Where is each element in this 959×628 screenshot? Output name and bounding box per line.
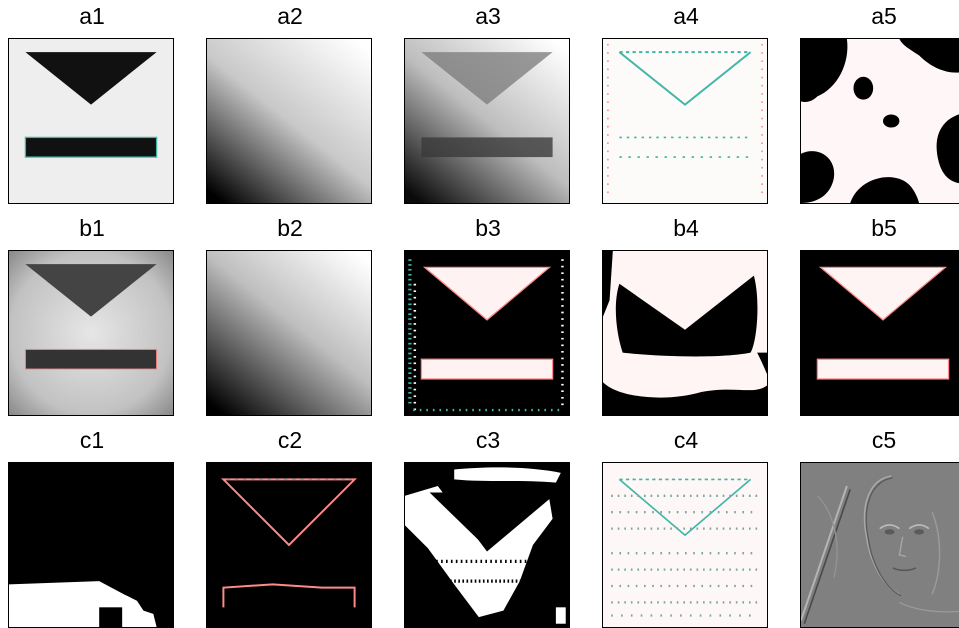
panel-label: c3 [475,427,501,453]
embossed-portrait [801,463,959,627]
panel-image [404,250,570,416]
panel-label: c5 [871,427,897,453]
panel-label: b4 [673,215,699,241]
edge-map-sparse [603,39,767,203]
segmentation-clean [801,251,959,415]
blob-segmentation [801,39,959,203]
panel-image [800,462,959,628]
panel-image [800,250,959,416]
segmentation-noisy-border [405,251,569,415]
estimated-bias-field [207,251,371,415]
panel-label: b2 [277,215,303,241]
panel-image [8,38,174,204]
panel-image [404,462,570,628]
edge-contours [207,463,371,627]
panel-label: c2 [277,427,303,453]
pattern-with-gradient [405,39,569,203]
segmentation-failed [9,463,173,627]
segmentation-blobby [603,251,767,415]
segmentation-speckled [405,463,569,627]
panel-label: b5 [871,215,897,241]
panel-label: c1 [79,427,105,453]
panel-image [602,462,768,628]
panel-label: b3 [475,215,501,241]
edge-map-noisy [603,463,767,627]
panel-image [404,38,570,204]
pattern-noisy-vignette [9,251,173,415]
panel-image [8,250,174,416]
panel-label: a5 [871,3,897,29]
panel-image [206,38,372,204]
panel-image [800,38,959,204]
panel-image [206,462,372,628]
panel-label: a4 [673,3,699,29]
panel-image [206,250,372,416]
illumination-gradient [207,39,371,203]
panel-label: a3 [475,3,501,29]
panel-label: b1 [79,215,105,241]
panel-image [602,250,768,416]
test-pattern-original [9,39,173,203]
panel-label: a2 [277,3,303,29]
panel-label: c4 [673,427,699,453]
panel-image [8,462,174,628]
panel-image [602,38,768,204]
panel-label: a1 [79,3,105,29]
